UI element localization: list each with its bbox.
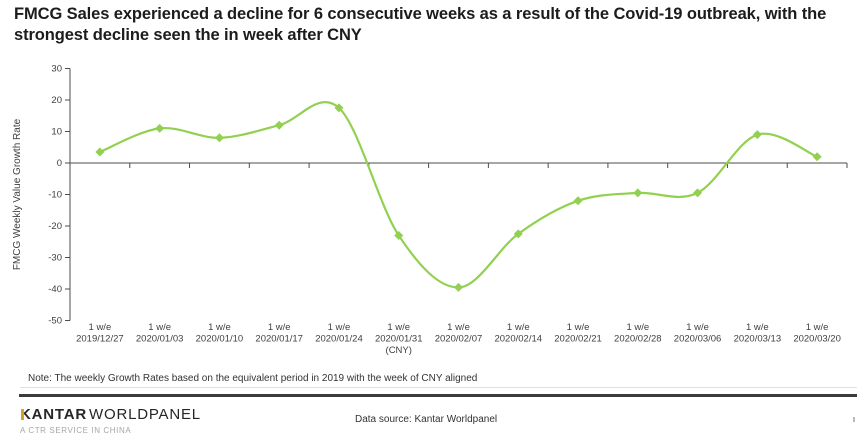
page-title: FMCG Sales experienced a decline for 6 c…	[14, 5, 827, 44]
y-tick-label: 30	[51, 64, 62, 75]
x-tick-label: 1 w/e 2020/02/21	[554, 322, 602, 345]
logo-kantar-text: KANTAR	[20, 406, 88, 423]
y-tick-label: -50	[48, 316, 62, 327]
y-tick-label: 20	[51, 95, 62, 106]
data-point-marker	[752, 130, 762, 140]
chart-footnote: Note: The weekly Growth Rates based on t…	[28, 373, 478, 384]
data-point-marker	[513, 229, 523, 239]
x-tick-label: 1 w/e 2020/01/10	[196, 322, 244, 345]
x-tick-label: 1 w/e 2020/01/03	[136, 322, 184, 345]
logo-subtitle: A CTR SERVICE IN CHINA	[20, 426, 132, 435]
data-point-marker	[693, 188, 703, 198]
data-point-marker	[812, 152, 822, 162]
data-point-marker	[274, 120, 284, 130]
y-tick-label: -40	[48, 284, 62, 295]
x-tick-label: 1 w/e 2020/03/13	[734, 322, 782, 345]
logo-wordmark: KANTAR WORLDPANEL	[20, 407, 201, 422]
x-tick-label: 1 w/e 2020/02/07	[435, 322, 483, 345]
data-point-marker	[394, 230, 404, 240]
data-point-marker	[334, 103, 344, 113]
data-point-marker	[155, 123, 165, 133]
growth-line	[98, 101, 819, 289]
fmcg-growth-chart: 30 20 10 0 -10 -20 -30 -40 -50 1 w/e 2019/12/27 1 w…	[0, 55, 857, 367]
y-tick-label: -10	[48, 190, 62, 201]
data-point-marker	[214, 133, 224, 143]
y-tick-label: 10	[51, 127, 62, 138]
kantar-worldpanel-logo: KANTAR WORLDPANEL A CTR SERVICE IN CHINA	[20, 407, 201, 435]
data-source-text: Data source: Kantar Worldpanel	[355, 414, 498, 425]
x-tick-label: 1 w/e 2020/01/17	[255, 322, 303, 345]
edge-artifact	[853, 417, 855, 422]
x-tick-label: 1 w/e 2020/01/31 (CNY)	[375, 322, 423, 356]
y-tick-label: -30	[48, 253, 62, 264]
footer-divider	[19, 394, 857, 397]
data-point-marker	[454, 282, 463, 292]
x-tick-label: 1 w/e 2020/01/24	[315, 322, 363, 345]
y-tick-label: 0	[57, 158, 62, 169]
line-chart-canvas: 30 20 10 0 -10 -20 -30 -40 -50 1 w/e 2019/12/27 1 w…	[12, 64, 848, 356]
x-tick-label: 1 w/e 2020/03/20	[793, 322, 841, 345]
x-tick-label: 1 w/e 2020/03/06	[674, 322, 722, 345]
logo-worldpanel-text: WORLDPANEL	[89, 406, 201, 423]
data-point-marker	[633, 188, 643, 198]
x-tick-label: 1 w/e 2020/02/28	[614, 322, 662, 345]
data-point-marker	[573, 196, 583, 206]
y-axis-title: FMCG Weekly Value Growth Rate	[12, 118, 23, 270]
x-tick-label: 1 w/e 2019/12/27	[76, 322, 124, 345]
chart-bottom-hairline	[20, 387, 857, 388]
kantar-logo-gold-bar	[21, 409, 24, 420]
x-tick-label: 1 w/e 2020/02/14	[494, 322, 542, 345]
data-point-marker	[95, 147, 105, 157]
y-tick-label: -20	[48, 221, 62, 232]
